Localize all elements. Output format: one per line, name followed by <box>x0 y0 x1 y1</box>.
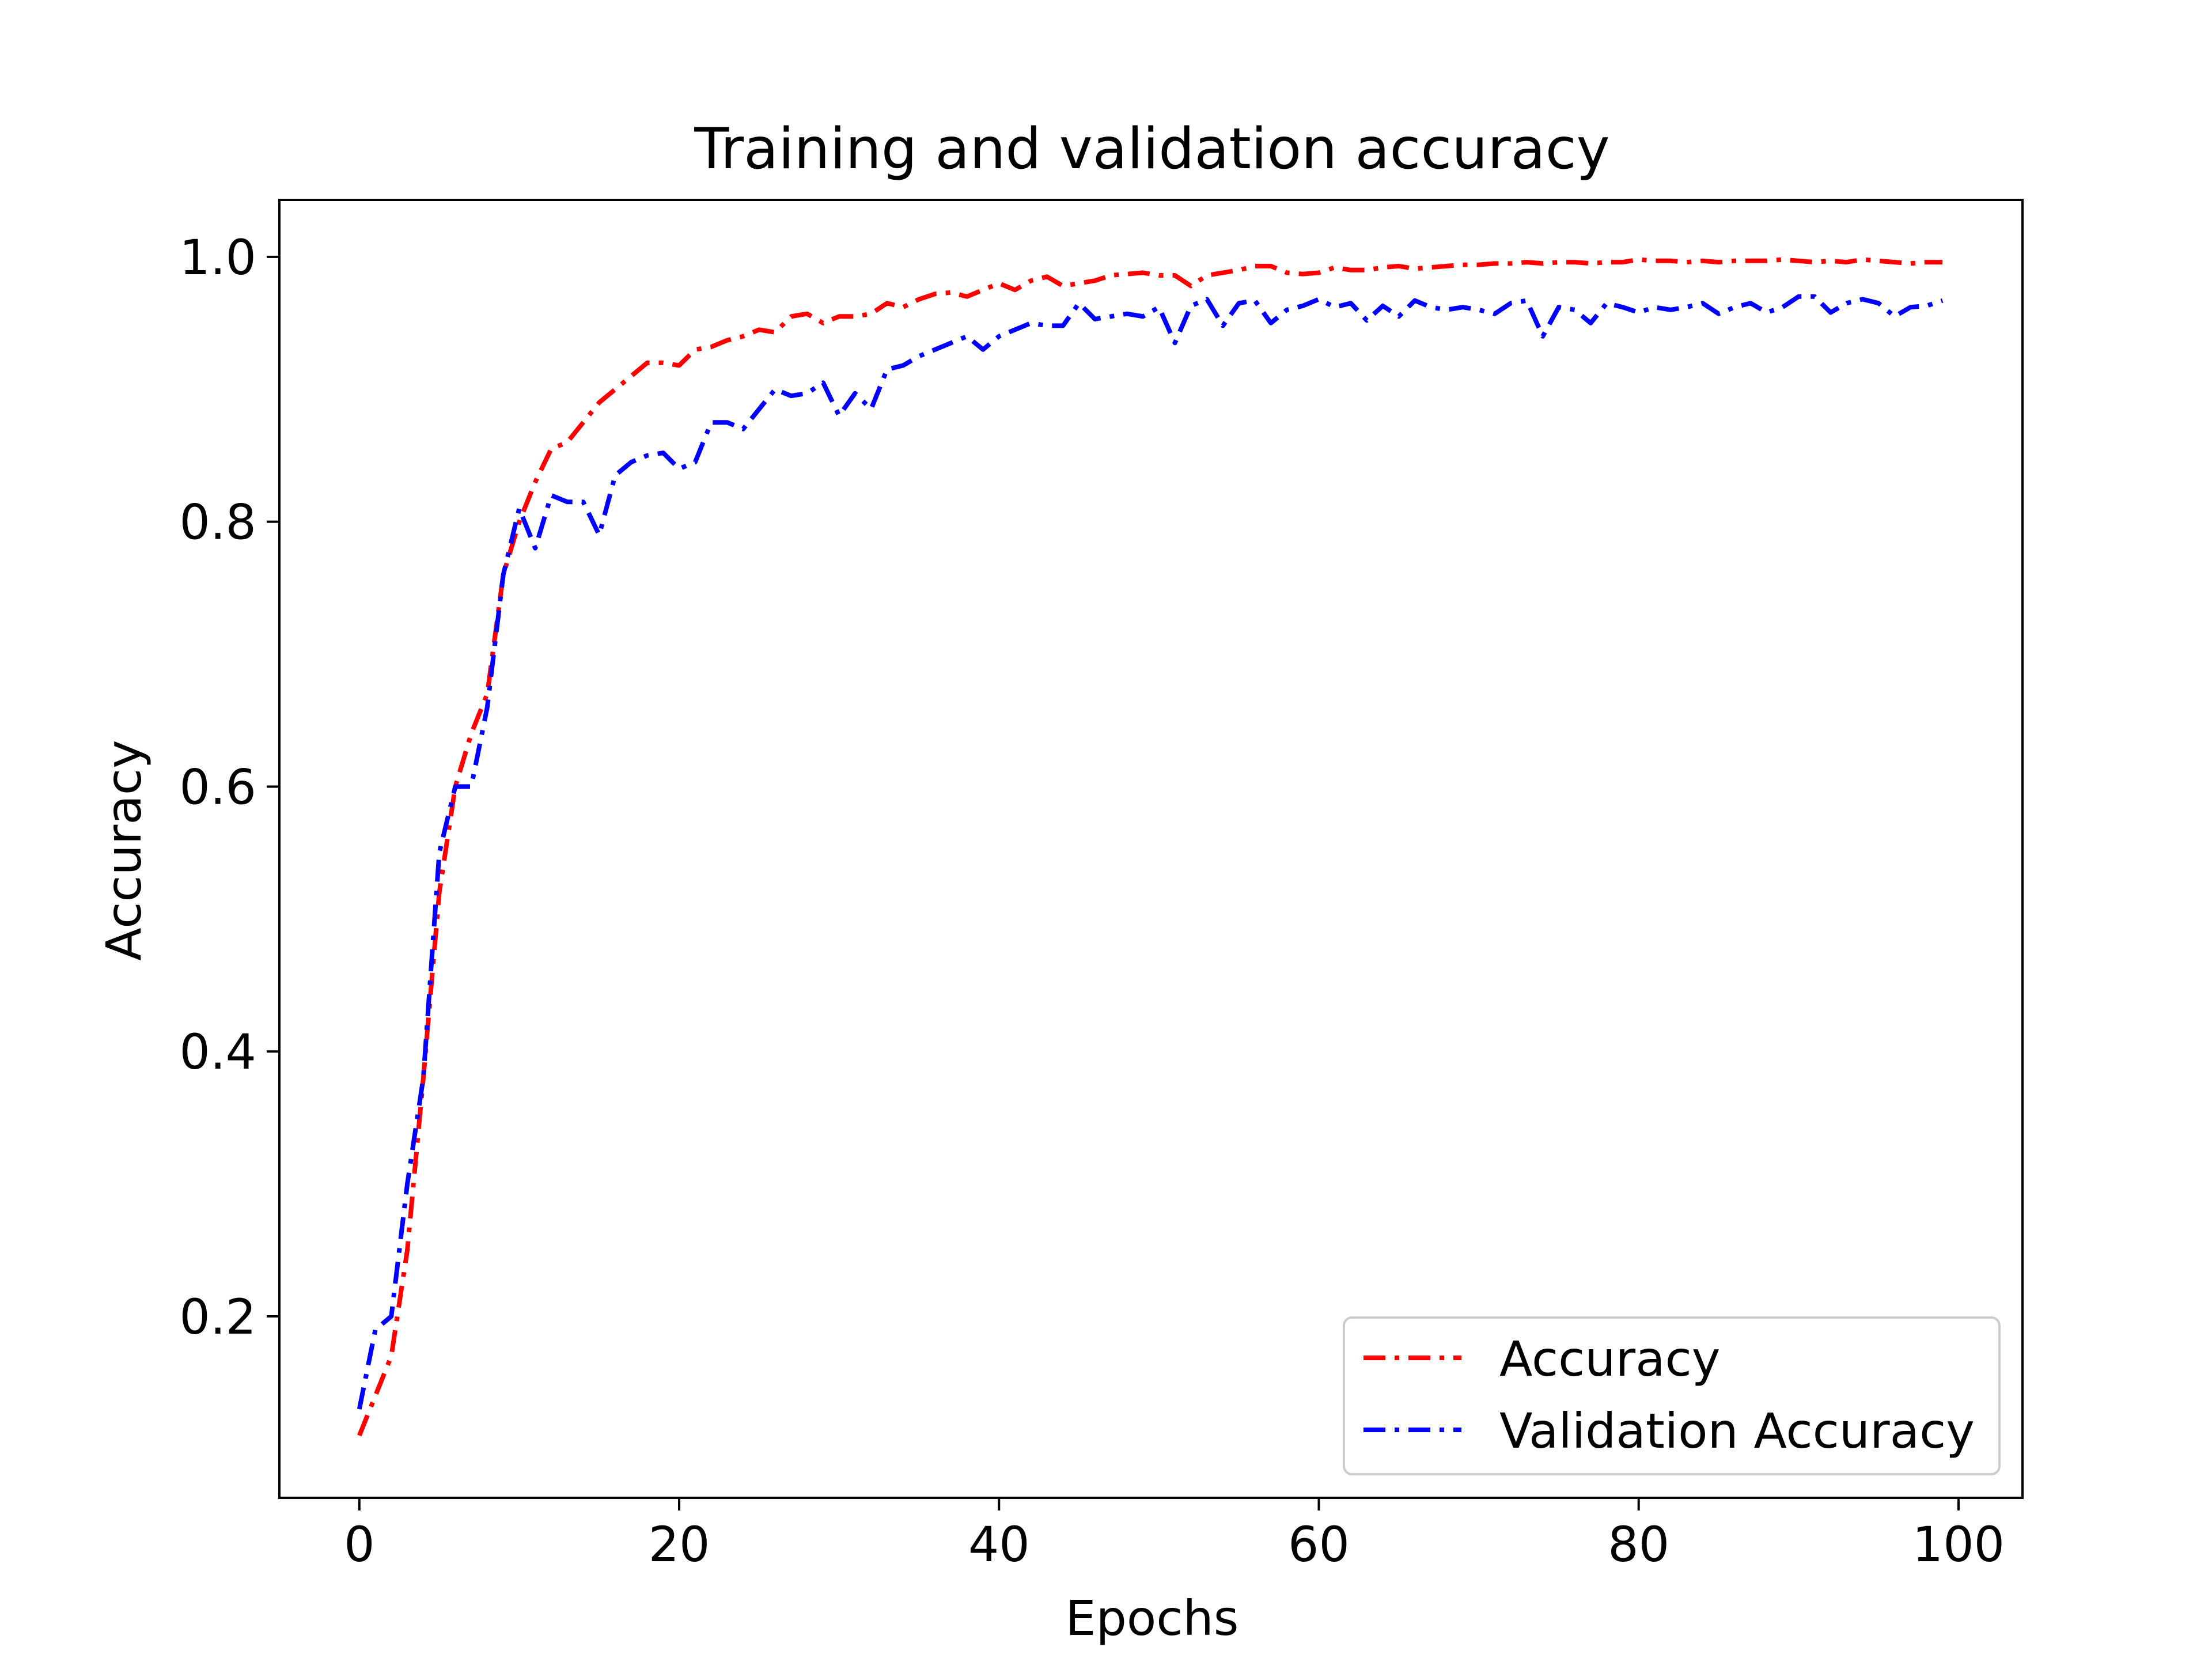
x-tick-label: 0 <box>344 1516 374 1573</box>
y-tick-label: 0.8 <box>179 494 256 551</box>
series-line-accuracy <box>357 257 1943 1437</box>
x-tick-label: 80 <box>1608 1516 1669 1573</box>
y-tick-label: 0.6 <box>179 759 256 815</box>
y-axis-label: Accuracy <box>96 740 152 961</box>
x-tick-label: 60 <box>1288 1516 1350 1573</box>
y-tick-label: 1.0 <box>179 229 256 286</box>
x-axis-label: Epochs <box>1066 1590 1239 1646</box>
legend-label-accuracy: Accuracy <box>1499 1331 1721 1387</box>
y-tick-label: 0.4 <box>179 1024 256 1080</box>
series-layer <box>357 257 1944 1437</box>
y-tick-label: 0.2 <box>179 1289 256 1345</box>
series-line-validation-accuracy <box>357 294 1944 1410</box>
x-tick-label: 100 <box>1912 1516 2005 1573</box>
legend: Accuracy Validation Accuracy <box>1343 1316 2001 1475</box>
x-tick-label: 20 <box>649 1516 710 1573</box>
y-axis-ticks: 0.2 0.4 0.6 0.8 1.0 <box>179 229 279 1345</box>
x-axis-ticks: 0 20 40 60 80 100 <box>344 1498 2005 1573</box>
legend-box <box>1343 1316 2001 1475</box>
legend-label-validation-accuracy: Validation Accuracy <box>1499 1403 1975 1459</box>
x-tick-label: 40 <box>968 1516 1030 1573</box>
chart-title: Training and validation accuracy <box>694 116 1609 182</box>
plot-frame <box>278 199 2024 1499</box>
